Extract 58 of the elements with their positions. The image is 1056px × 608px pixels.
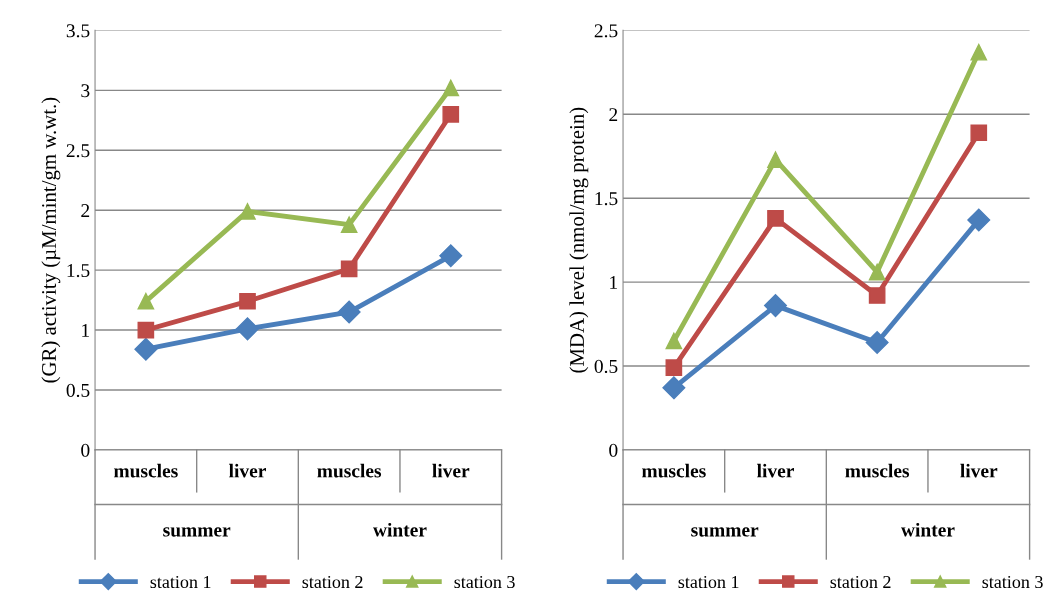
point [442,105,460,123]
point [337,300,361,324]
y-axis-title: (MDA) level (nmol/mg protein) [569,107,589,373]
point [439,244,463,268]
point [137,321,155,339]
point [767,151,784,168]
y-tick-label: 1.5 [67,264,90,278]
text: winter [373,522,427,537]
point [970,43,988,61]
point [665,332,683,350]
point [340,260,358,278]
y-tick-label: 2.5 [66,144,90,158]
text: winter [901,522,955,537]
x-tick-label: muscles [641,463,706,478]
x-tick-label: liver [432,463,470,478]
y-axis-title: (GR) activity (µM/mint/gm w.wt.) [41,97,61,383]
y-tick-label: 0 [81,443,90,457]
legend-label: station 3 [982,575,1043,589]
point [239,203,256,220]
x-tick-label: muscles [845,463,910,478]
y-tick-label: 2.5 [594,24,618,38]
point [137,292,155,310]
x-tick-label: liver [756,463,794,478]
point [236,317,259,341]
legend-label: station 2 [302,575,363,589]
point [134,337,158,361]
y-tick-label: 0.5 [594,359,618,374]
text: summer [691,527,759,537]
x-tick-label: muscles [317,463,382,478]
y-tick-label: 3 [81,84,90,98]
point [239,292,256,310]
legend-label: station 3 [454,575,515,589]
point [340,216,358,233]
point [868,287,886,304]
point [868,263,886,281]
point [665,359,683,377]
y-tick-label: 1 [82,323,90,337]
x-tick-label: muscles [113,463,178,478]
y-tick-label: 1 [610,276,618,289]
point [662,376,686,400]
point [442,79,460,97]
legend-label: station 2 [830,575,891,589]
y-tick-label: 1.5 [595,192,618,206]
y-tick-label: 3.5 [66,24,90,38]
y-tick-label: 0 [609,443,618,457]
point [767,210,784,227]
point [967,208,991,232]
point [865,331,889,355]
legend-label: station 1 [678,575,739,589]
y-tick-label: 2 [609,108,618,122]
y-tick-label: 2 [81,204,90,217]
text: summer [163,527,231,537]
point [764,294,787,318]
y-tick-label: 0.5 [66,383,90,398]
x-tick-label: liver [960,463,998,478]
point [970,124,988,142]
legend-label: station 1 [150,575,211,589]
x-tick-label: liver [228,463,266,478]
